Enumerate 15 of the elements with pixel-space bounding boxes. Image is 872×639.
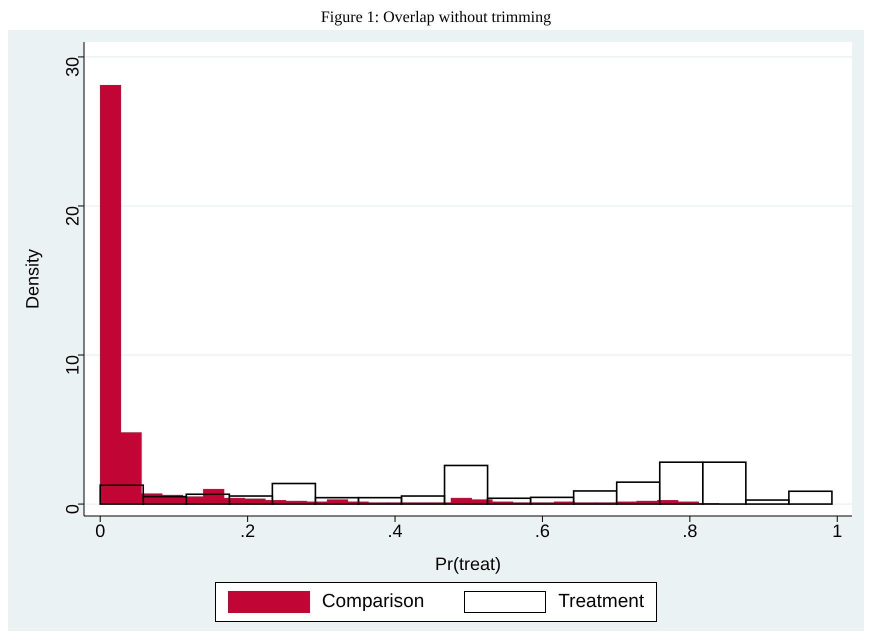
x-tick-label: .4	[388, 520, 403, 541]
y-tick-label: 10	[62, 355, 82, 376]
x-tick-label: 0	[95, 520, 106, 541]
x-axis-title: Pr(treat)	[434, 554, 502, 574]
y-axis-title: Density	[22, 248, 42, 310]
y-tick-label: 30	[62, 56, 82, 77]
legend-label: Comparison	[322, 591, 424, 613]
legend-label: Treatment	[558, 591, 644, 613]
y-tick-label: 0	[62, 504, 82, 514]
x-tick-label: .8	[682, 520, 698, 541]
x-tick-label: .6	[534, 520, 550, 541]
x-tick-label: .2	[240, 520, 256, 541]
x-tick-label: 1	[832, 520, 842, 541]
y-tick-label: 20	[62, 206, 82, 226]
chart-title: Figure 1: Overlap without trimming	[8, 8, 864, 30]
